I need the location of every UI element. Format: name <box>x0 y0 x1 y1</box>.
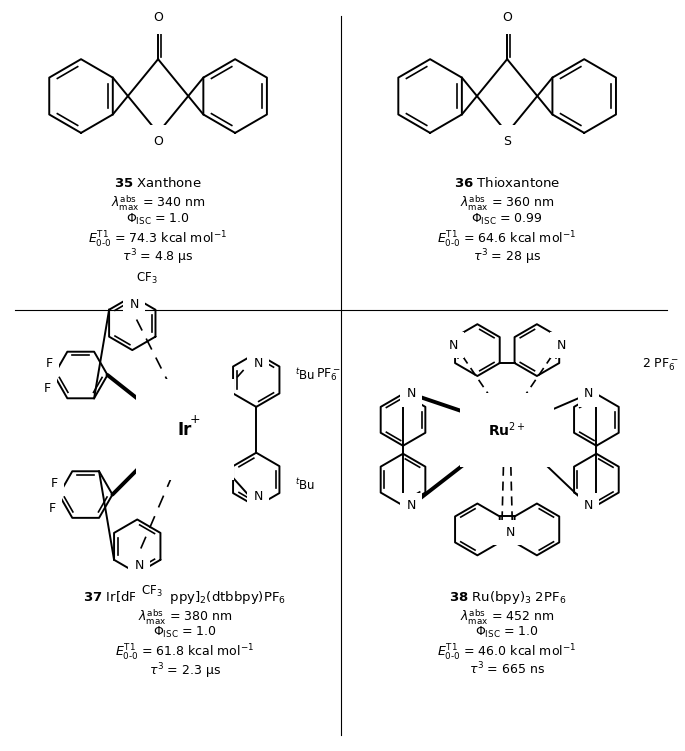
Text: Ir: Ir <box>177 421 192 439</box>
Text: CF$_3$: CF$_3$ <box>141 584 163 599</box>
Text: O: O <box>502 11 512 24</box>
Text: N: N <box>506 526 515 539</box>
Text: $\it{\Phi}_\mathrm{ISC}$ = 1.0: $\it{\Phi}_\mathrm{ISC}$ = 1.0 <box>153 625 217 640</box>
Text: $\tau^3$ = 665 ns: $\tau^3$ = 665 ns <box>469 661 545 677</box>
Text: $E^\mathrm{T1}_{0\text{-}0}$ = 74.3 kcal mol$^{-1}$: $E^\mathrm{T1}_{0\text{-}0}$ = 74.3 kcal… <box>88 230 228 249</box>
Text: $E^\mathrm{T1}_{0\text{-}0}$ = 61.8 kcal mol$^{-1}$: $E^\mathrm{T1}_{0\text{-}0}$ = 61.8 kcal… <box>115 643 254 663</box>
Text: $\lambda^\mathrm{abs}_\mathrm{max}$ = 380 nm: $\lambda^\mathrm{abs}_\mathrm{max}$ = 38… <box>138 607 232 626</box>
Text: $\lambda^\mathrm{abs}_\mathrm{max}$ = 360 nm: $\lambda^\mathrm{abs}_\mathrm{max}$ = 36… <box>460 194 554 213</box>
Text: $\tau^3$ = 28 μs: $\tau^3$ = 28 μs <box>473 248 541 267</box>
Text: $\lambda^\mathrm{abs}_\mathrm{max}$ = 340 nm: $\lambda^\mathrm{abs}_\mathrm{max}$ = 34… <box>111 194 206 213</box>
Text: N: N <box>556 339 566 351</box>
Text: $\mathbf{36}$ Thioxantone: $\mathbf{36}$ Thioxantone <box>454 176 560 190</box>
Text: $E^\mathrm{T1}_{0\text{-}0}$ = 46.0 kcal mol$^{-1}$: $E^\mathrm{T1}_{0\text{-}0}$ = 46.0 kcal… <box>438 643 577 663</box>
Text: F: F <box>44 382 51 395</box>
Text: $\mathbf{38}$ Ru(bpy)$_3$ 2PF$_6$: $\mathbf{38}$ Ru(bpy)$_3$ 2PF$_6$ <box>449 590 566 606</box>
Text: S: S <box>503 135 511 149</box>
Text: N: N <box>134 559 144 572</box>
Text: $\it{\Phi}_\mathrm{ISC}$ = 1.0: $\it{\Phi}_\mathrm{ISC}$ = 1.0 <box>126 212 190 227</box>
Text: N: N <box>584 499 593 512</box>
Text: 2 PF$_6^-$: 2 PF$_6^-$ <box>643 357 680 373</box>
Text: Ru$^{2+}$: Ru$^{2+}$ <box>488 421 526 439</box>
Text: $\lambda^\mathrm{abs}_\mathrm{max}$ = 452 nm: $\lambda^\mathrm{abs}_\mathrm{max}$ = 45… <box>460 607 554 626</box>
Text: N: N <box>406 499 416 512</box>
Text: PF$_6^-$: PF$_6^-$ <box>316 366 341 383</box>
Text: F: F <box>46 357 53 370</box>
Text: $E^\mathrm{T1}_{0\text{-}0}$ = 64.6 kcal mol$^{-1}$: $E^\mathrm{T1}_{0\text{-}0}$ = 64.6 kcal… <box>438 230 577 249</box>
Text: N: N <box>253 357 263 369</box>
Text: F: F <box>51 477 58 490</box>
Text: $\it{\Phi}_\mathrm{ISC}$ = 1.0: $\it{\Phi}_\mathrm{ISC}$ = 1.0 <box>475 625 539 640</box>
Text: N: N <box>584 388 593 400</box>
Text: $^t$Bu: $^t$Bu <box>295 367 315 383</box>
Text: F: F <box>49 502 56 514</box>
Text: N: N <box>449 339 458 351</box>
Text: $\mathbf{35}$ Xanthone: $\mathbf{35}$ Xanthone <box>114 176 202 190</box>
Text: $\it{\Phi}_\mathrm{ISC}$ = 0.99: $\it{\Phi}_\mathrm{ISC}$ = 0.99 <box>471 212 543 227</box>
Text: N: N <box>129 297 139 311</box>
Text: $\tau^3$ = 2.3 μs: $\tau^3$ = 2.3 μs <box>149 661 221 680</box>
Text: N: N <box>253 490 263 503</box>
Text: O: O <box>153 135 163 149</box>
Text: N: N <box>406 388 416 400</box>
Text: $^t$Bu: $^t$Bu <box>295 477 315 493</box>
Text: CF$_3$: CF$_3$ <box>136 271 158 286</box>
Text: +: + <box>190 413 200 427</box>
Text: $\mathbf{37}$ Ir[dF(CF$_3$)ppy]$_2$(dtbbpy)PF$_6$: $\mathbf{37}$ Ir[dF(CF$_3$)ppy]$_2$(dtbb… <box>84 590 286 606</box>
Text: $\tau^3$ = 4.8 μs: $\tau^3$ = 4.8 μs <box>122 248 194 267</box>
Text: N: N <box>499 526 508 539</box>
Text: O: O <box>153 11 163 24</box>
